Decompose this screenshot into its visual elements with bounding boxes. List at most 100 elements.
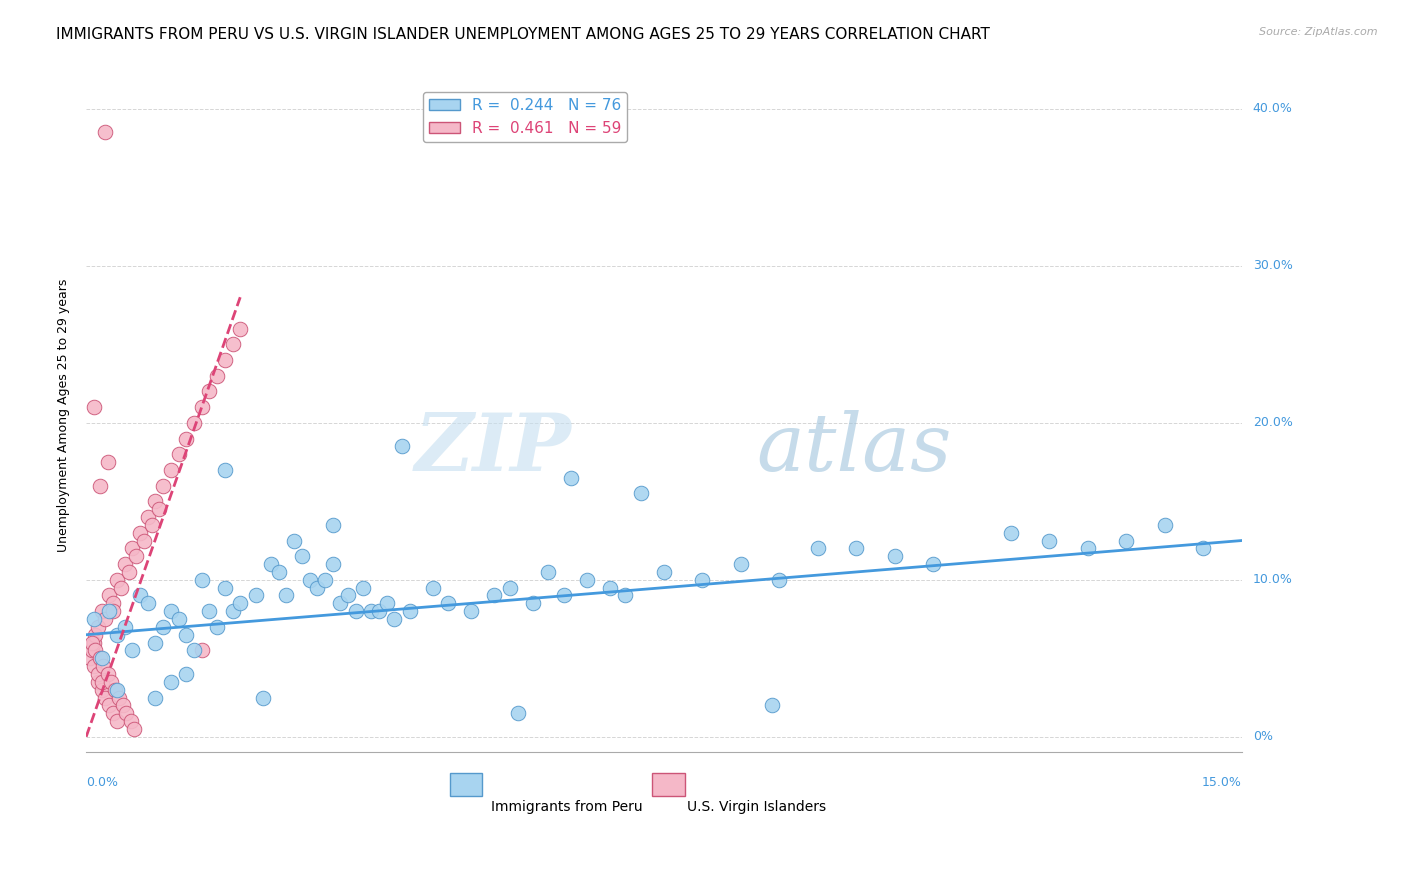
- Point: [344, 604, 367, 618]
- Point: [267, 565, 290, 579]
- Point: [82, 635, 104, 649]
- Point: [360, 604, 382, 618]
- Point: [89, 651, 111, 665]
- Point: [174, 628, 197, 642]
- Point: [98, 604, 121, 618]
- FancyBboxPatch shape: [450, 772, 482, 797]
- Point: [145, 690, 167, 705]
- Point: [198, 604, 221, 618]
- Point: [391, 439, 413, 453]
- Point: [307, 581, 329, 595]
- Point: [90, 604, 112, 618]
- Point: [100, 674, 122, 689]
- Point: [214, 353, 236, 368]
- Point: [160, 674, 183, 689]
- Point: [322, 517, 344, 532]
- Point: [807, 541, 830, 556]
- Point: [110, 581, 132, 595]
- Point: [114, 557, 136, 571]
- Text: 10.0%: 10.0%: [1253, 574, 1292, 586]
- Point: [922, 557, 945, 571]
- Point: [90, 674, 112, 689]
- Point: [506, 706, 529, 721]
- Point: [183, 416, 205, 430]
- Point: [599, 581, 621, 595]
- Point: [129, 525, 152, 540]
- Point: [112, 698, 135, 713]
- Point: [129, 589, 152, 603]
- Point: [730, 557, 752, 571]
- Point: [83, 659, 105, 673]
- Point: [761, 698, 783, 713]
- Point: [117, 565, 139, 579]
- Point: [614, 589, 637, 603]
- Point: [132, 533, 155, 548]
- Point: [1115, 533, 1137, 548]
- Point: [83, 400, 105, 414]
- Point: [84, 628, 107, 642]
- Point: [79, 651, 101, 665]
- Point: [121, 643, 143, 657]
- Point: [375, 596, 398, 610]
- Point: [84, 643, 107, 657]
- Point: [1038, 533, 1060, 548]
- Text: 40.0%: 40.0%: [1253, 103, 1292, 115]
- Point: [214, 463, 236, 477]
- Point: [198, 384, 221, 399]
- Point: [575, 573, 598, 587]
- Point: [522, 596, 544, 610]
- Point: [115, 706, 138, 721]
- Text: Source: ZipAtlas.com: Source: ZipAtlas.com: [1260, 27, 1378, 37]
- Point: [437, 596, 460, 610]
- Point: [82, 643, 104, 657]
- Point: [122, 722, 145, 736]
- Point: [94, 612, 117, 626]
- Point: [652, 565, 675, 579]
- Point: [314, 573, 336, 587]
- Text: U.S. Virgin Islanders: U.S. Virgin Islanders: [688, 800, 827, 814]
- Y-axis label: Unemployment Among Ages 25 to 29 years: Unemployment Among Ages 25 to 29 years: [58, 278, 70, 551]
- Point: [101, 604, 124, 618]
- Text: 30.0%: 30.0%: [1253, 260, 1292, 272]
- FancyBboxPatch shape: [652, 772, 685, 797]
- Point: [97, 455, 120, 469]
- Point: [86, 620, 108, 634]
- Text: 20.0%: 20.0%: [1253, 417, 1292, 429]
- Point: [229, 321, 252, 335]
- Text: 15.0%: 15.0%: [1202, 776, 1241, 789]
- Point: [98, 589, 121, 603]
- Point: [537, 565, 560, 579]
- Point: [174, 432, 197, 446]
- Point: [630, 486, 652, 500]
- Point: [114, 620, 136, 634]
- Point: [136, 596, 159, 610]
- Point: [1076, 541, 1098, 556]
- Point: [291, 549, 314, 564]
- Point: [97, 667, 120, 681]
- Point: [214, 581, 236, 595]
- Point: [1192, 541, 1215, 556]
- Point: [398, 604, 420, 618]
- Point: [367, 604, 389, 618]
- Point: [283, 533, 305, 548]
- Point: [768, 573, 790, 587]
- Point: [298, 573, 321, 587]
- Point: [484, 589, 506, 603]
- Point: [190, 400, 212, 414]
- Point: [141, 517, 163, 532]
- Point: [183, 643, 205, 657]
- Point: [145, 494, 167, 508]
- Point: [105, 628, 128, 642]
- Point: [276, 589, 298, 603]
- Point: [884, 549, 907, 564]
- Point: [125, 549, 148, 564]
- Point: [107, 690, 129, 705]
- Point: [329, 596, 352, 610]
- Point: [86, 667, 108, 681]
- Legend: R =  0.244   N = 76, R =  0.461   N = 59: R = 0.244 N = 76, R = 0.461 N = 59: [423, 92, 627, 142]
- Point: [101, 596, 124, 610]
- Point: [174, 667, 197, 681]
- Point: [104, 682, 127, 697]
- Point: [460, 604, 482, 618]
- Text: 0.0%: 0.0%: [86, 776, 118, 789]
